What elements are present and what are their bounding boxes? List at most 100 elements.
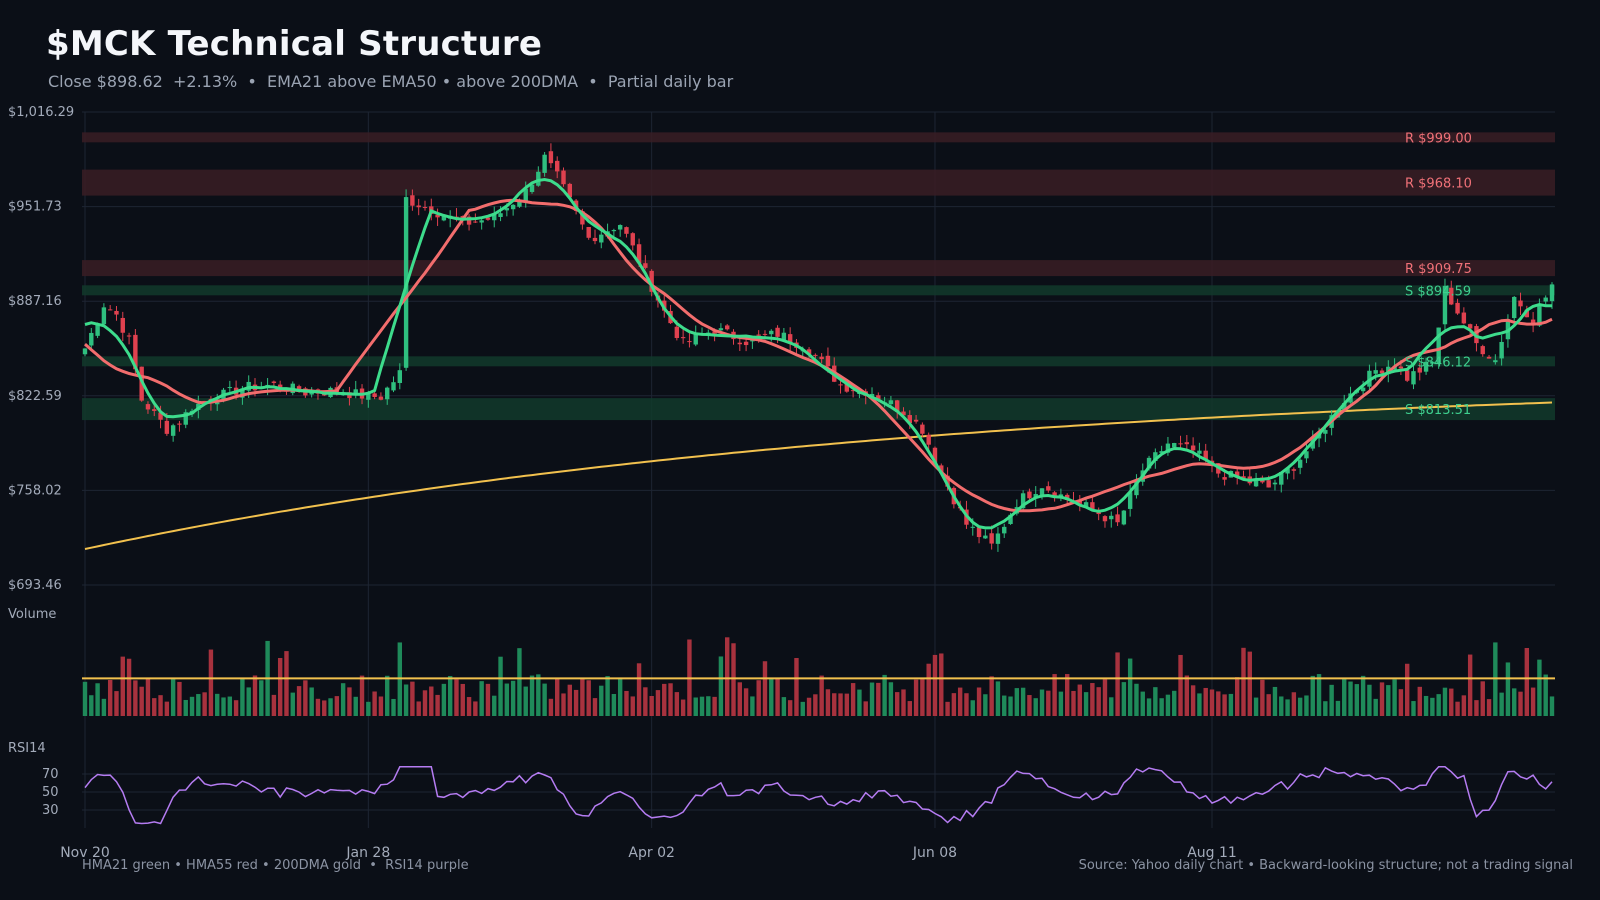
volume-bar	[101, 698, 107, 716]
volume-bar	[674, 692, 680, 716]
candle-body	[580, 211, 585, 225]
volume-bar	[1216, 691, 1221, 716]
volume-bar	[775, 678, 780, 716]
resistance-label: R $968.10	[1405, 177, 1472, 192]
volume-bar	[473, 701, 478, 716]
candle-body	[599, 234, 604, 243]
volume-bar	[1323, 701, 1328, 716]
volume-bar	[813, 694, 818, 716]
volume-bar	[655, 690, 661, 716]
x-tick-label: Apr 02	[628, 845, 674, 861]
candle-body	[913, 419, 919, 422]
candle-body	[158, 412, 163, 420]
candle-body	[1178, 443, 1183, 445]
volume-bar	[1008, 696, 1013, 716]
candle-body	[1304, 451, 1309, 459]
volume-bar	[561, 693, 566, 716]
candle-body	[737, 342, 743, 345]
candle-body	[1272, 482, 1278, 485]
volume-bar	[504, 683, 510, 716]
candle-body	[1121, 510, 1127, 525]
volume-bar	[271, 694, 277, 716]
candle-body	[1323, 430, 1328, 434]
volume-bar	[743, 688, 749, 716]
volume-bar	[1449, 688, 1454, 716]
candle-body	[611, 230, 617, 232]
candle-body	[1436, 327, 1441, 364]
chart-title: $MCK Technical Structure	[46, 24, 543, 64]
candle-body	[1285, 468, 1290, 474]
volume-bar	[183, 699, 188, 716]
volume-bar	[624, 690, 629, 716]
candle-body	[1461, 312, 1467, 324]
hma55-line	[84, 198, 1553, 513]
candle-body	[296, 386, 302, 392]
volume-bar	[939, 653, 944, 716]
candle-body	[1493, 360, 1498, 363]
candle-body	[1467, 324, 1473, 329]
volume-bar	[1071, 690, 1076, 716]
support-zone	[82, 285, 1555, 296]
volume-bar	[794, 658, 799, 716]
candle-body	[353, 389, 358, 395]
volume-bar	[1411, 701, 1416, 716]
volume-bar	[699, 696, 705, 716]
volume-bar	[605, 676, 610, 716]
rsi-tick-label: 30	[42, 803, 59, 818]
x-tick-label: Nov 20	[60, 845, 110, 861]
candle-body	[492, 213, 497, 221]
candle-body	[1486, 356, 1492, 359]
candle-body	[838, 384, 843, 386]
volume-bar	[1367, 684, 1372, 716]
candle-body	[416, 205, 421, 208]
volume-bar	[277, 658, 283, 716]
volume-bar	[649, 695, 654, 716]
candle-body	[1430, 361, 1435, 364]
candle-body	[1027, 491, 1032, 499]
candle-body	[1058, 494, 1064, 497]
volume-bar	[158, 695, 163, 716]
volume-bar	[385, 675, 390, 716]
volume-bar	[850, 683, 856, 716]
volume-bar	[1222, 694, 1227, 716]
candle-body	[548, 151, 554, 164]
candle-body	[769, 330, 774, 335]
candle-body	[762, 333, 768, 335]
volume-bar	[1077, 684, 1082, 716]
volume-bar	[737, 682, 743, 716]
candle-body	[1398, 366, 1404, 369]
volume-bar	[1342, 679, 1347, 716]
volume-bar	[89, 695, 94, 716]
volume-bar	[429, 686, 434, 716]
candle-body	[101, 307, 107, 325]
volume-bar	[1052, 674, 1057, 716]
volume-bar	[536, 674, 541, 716]
volume-bar	[1266, 694, 1271, 716]
volume-bar	[215, 693, 220, 716]
candle-body	[787, 334, 793, 344]
candle-body	[1020, 493, 1026, 509]
volume-bar	[177, 681, 182, 716]
y-tick-label: $693.46	[8, 578, 62, 593]
volume-bar	[378, 696, 384, 716]
candle-body	[932, 447, 938, 463]
source-note: Source: Yahoo daily chart • Backward-loo…	[1078, 858, 1573, 873]
volume-bar	[1203, 687, 1208, 716]
volume-bar	[662, 683, 667, 716]
candle-body	[1449, 287, 1454, 305]
candle-body	[1077, 500, 1082, 504]
volume-bar	[567, 684, 573, 716]
volume-bar	[1423, 695, 1429, 716]
volume-bar	[252, 675, 258, 716]
volume-bar	[82, 681, 88, 716]
candle-body	[523, 188, 528, 202]
candle-body	[561, 170, 566, 185]
volume-bar	[989, 676, 994, 716]
volume-bar	[894, 692, 900, 716]
volume-bar	[970, 700, 975, 716]
volume-bar	[712, 696, 717, 716]
volume-bar	[466, 697, 472, 716]
volume-bar	[838, 693, 843, 716]
candle-body	[1046, 486, 1051, 491]
volume-bar	[517, 648, 522, 716]
